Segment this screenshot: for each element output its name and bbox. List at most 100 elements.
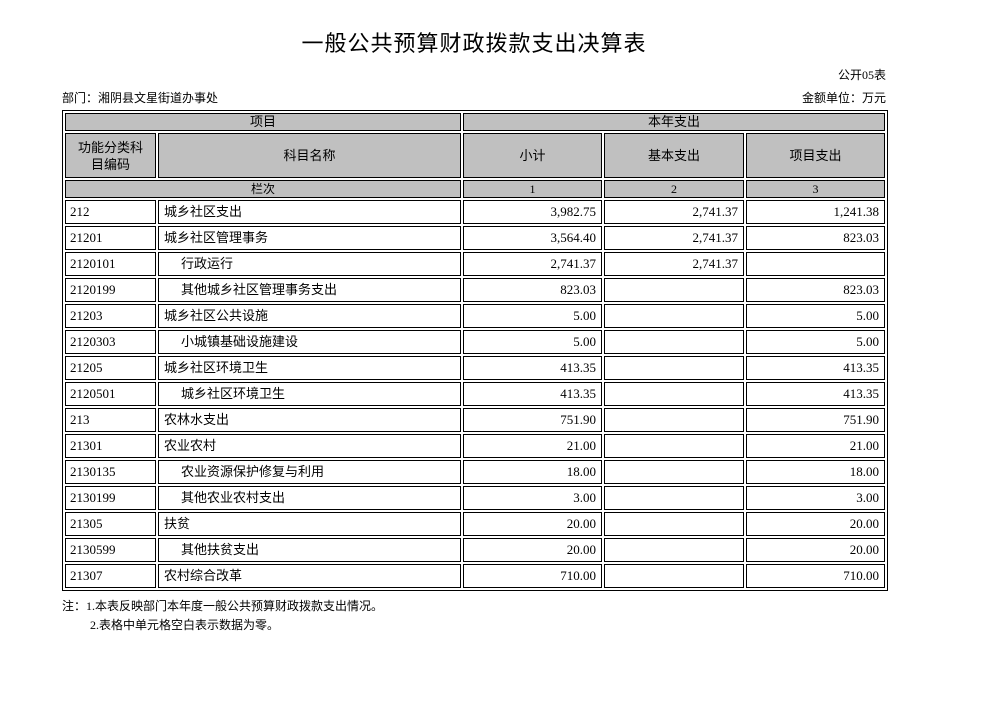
table-row: 213 农林水支出 751.90 751.90 [65,408,886,432]
table-row: 2120101 行政运行 2,741.37 2,741.37 [65,252,886,276]
page-title: 一般公共预算财政拨款支出决算表 [301,31,647,56]
header-row-label: 栏次 [65,180,462,198]
header-project-expense: 项目支出 [746,133,886,178]
cell-subject-name: 城乡社区支出 [158,200,462,224]
header-col-1: 1 [463,180,603,198]
header-col-2: 2 [604,180,745,198]
cell-function-code: 21305 [65,512,156,536]
cell-subject-name: 其他城乡社区管理事务支出 [158,278,462,302]
table-row: 212 城乡社区支出 3,982.75 2,741.37 1,241.38 [65,200,886,224]
table-row: 21305 扶贫 20.00 20.00 [65,512,886,536]
table-row: 2120303 小城镇基础设施建设 5.00 5.00 [65,330,886,354]
cell-basic-expense: 2,741.37 [604,252,745,276]
cell-subtotal: 3.00 [463,486,603,510]
cell-subtotal: 3,564.40 [463,226,603,250]
cell-project-expense: 3.00 [746,486,886,510]
note-line-2: 2.表格中单元格空白表示数据为零。 [90,618,280,632]
amount-unit-label: 金额单位：万元 [801,91,886,105]
cell-subject-name: 其他扶贫支出 [158,538,462,562]
cell-function-code: 2120101 [65,252,156,276]
table-row: 21307 农村综合改革 710.00 710.00 [65,564,886,588]
cell-function-code: 21201 [65,226,156,250]
header-row-columns: 功能分类科目编码 科目名称 小计 基本支出 项目支出 [65,133,886,178]
table-row: 21301 农业农村 21.00 21.00 [65,434,886,458]
form-number: 公开05表 [837,68,886,82]
cell-subject-name: 城乡社区公共设施 [158,304,462,328]
cell-project-expense: 413.35 [746,382,886,406]
cell-subtotal: 710.00 [463,564,603,588]
cell-function-code: 21301 [65,434,156,458]
cell-basic-expense [604,278,745,302]
cell-function-code: 2130599 [65,538,156,562]
cell-basic-expense [604,356,745,380]
cell-subject-name: 农业农村 [158,434,462,458]
cell-subject-name: 城乡社区环境卫生 [158,356,462,380]
cell-function-code: 21205 [65,356,156,380]
cell-subtotal: 20.00 [463,538,603,562]
cell-subject-name: 扶贫 [158,512,462,536]
cell-basic-expense [604,538,745,562]
cell-subtotal: 2,741.37 [463,252,603,276]
header-subtotal: 小计 [463,133,603,178]
table-row: 2130199 其他农业农村支出 3.00 3.00 [65,486,886,510]
table-row: 2120501 城乡社区环境卫生 413.35 413.35 [65,382,886,406]
cell-subject-name: 农林水支出 [158,408,462,432]
cell-subject-name: 农业资源保护修复与利用 [158,460,462,484]
table-row: 2120199 其他城乡社区管理事务支出 823.03 823.03 [65,278,886,302]
cell-function-code: 21203 [65,304,156,328]
cell-subject-name: 行政运行 [158,252,462,276]
cell-function-code: 2120501 [65,382,156,406]
cell-project-expense: 413.35 [746,356,886,380]
header-row-index: 栏次 1 2 3 [65,180,886,198]
department-label: 部门：湘阴县文星街道办事处 [62,91,219,105]
header-current-year-expense: 本年支出 [463,113,886,131]
cell-subtotal: 823.03 [463,278,603,302]
cell-project-expense: 751.90 [746,408,886,432]
cell-function-code: 2130135 [65,460,156,484]
note-line-1: 注：1.本表反映部门本年度一般公共预算财政拨款支出情况。 [62,599,384,613]
cell-project-expense: 1,241.38 [746,200,886,224]
cell-project-expense: 20.00 [746,538,886,562]
table-row: 2130135 农业资源保护修复与利用 18.00 18.00 [65,460,886,484]
cell-function-code: 2120199 [65,278,156,302]
cell-subtotal: 5.00 [463,330,603,354]
cell-subject-name: 农村综合改革 [158,564,462,588]
header-row-group: 项目 本年支出 [65,113,886,131]
budget-expenditure-table: 项目 本年支出 功能分类科目编码 科目名称 小计 基本支出 项目支出 栏次 1 … [62,110,889,591]
cell-subtotal: 751.90 [463,408,603,432]
cell-function-code: 212 [65,200,156,224]
cell-basic-expense [604,382,745,406]
cell-subtotal: 20.00 [463,512,603,536]
cell-basic-expense [604,434,745,458]
cell-project-expense: 18.00 [746,460,886,484]
cell-basic-expense [604,330,745,354]
cell-subject-name: 小城镇基础设施建设 [158,330,462,354]
cell-basic-expense [604,460,745,484]
table-body: 212 城乡社区支出 3,982.75 2,741.37 1,241.38 21201 城乡… [65,200,886,588]
cell-subtotal: 21.00 [463,434,603,458]
cell-function-code: 2130199 [65,486,156,510]
cell-subtotal: 413.35 [463,382,603,406]
cell-project-expense: 21.00 [746,434,886,458]
cell-basic-expense [604,564,745,588]
cell-subject-name: 城乡社区环境卫生 [158,382,462,406]
cell-subtotal: 3,982.75 [463,200,603,224]
cell-subtotal: 18.00 [463,460,603,484]
cell-function-code: 21307 [65,564,156,588]
table-row: 21201 城乡社区管理事务 3,564.40 2,741.37 823.03 [65,226,886,250]
cell-subtotal: 413.35 [463,356,603,380]
header-col-3: 3 [746,180,886,198]
cell-basic-expense [604,408,745,432]
table-row: 2130599 其他扶贫支出 20.00 20.00 [65,538,886,562]
header-subject-name: 科目名称 [158,133,462,178]
meta-row: 部门：湘阴县文星街道办事处 金额单位：万元 [62,91,886,106]
cell-subject-name: 城乡社区管理事务 [158,226,462,250]
cell-project-expense: 20.00 [746,512,886,536]
cell-basic-expense [604,512,745,536]
table-row: 21205 城乡社区环境卫生 413.35 413.35 [65,356,886,380]
cell-function-code: 2120303 [65,330,156,354]
cell-subtotal: 5.00 [463,304,603,328]
cell-basic-expense [604,486,745,510]
cell-basic-expense: 2,741.37 [604,200,745,224]
